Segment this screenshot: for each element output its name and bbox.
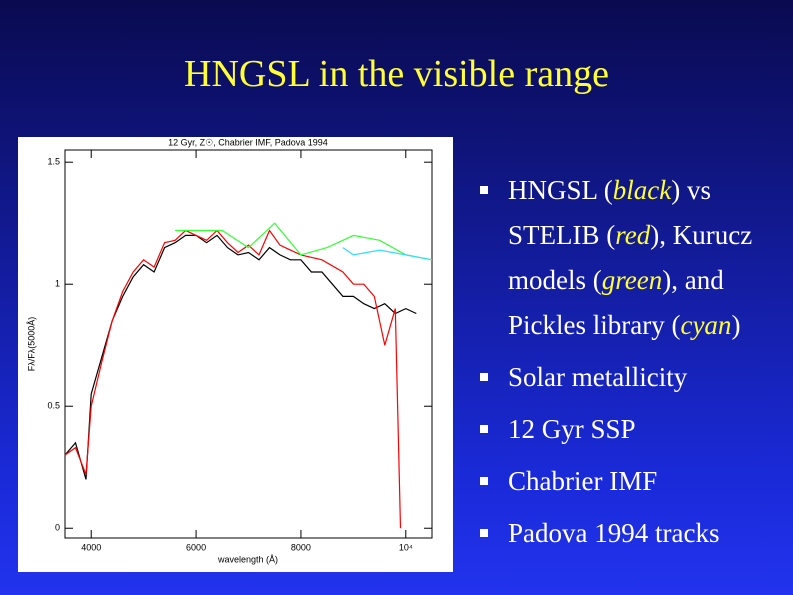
- series-line: [64, 234, 417, 480]
- chart-panel: 12 Gyr, Z☉, Chabrier IMF, Padova 1994 wa…: [18, 137, 453, 572]
- bullet-text: Padova 1994 tracks: [508, 518, 720, 548]
- x-tick-label: 10⁴: [399, 542, 413, 552]
- series-line: [64, 229, 402, 529]
- bullet: HNGSL (black) vs STELIB (red), Kurucz mo…: [478, 168, 778, 348]
- slide-title: HNGSL in the visible range: [184, 53, 609, 95]
- y-axis-label: Fλ/Fλ(5000Å): [26, 317, 36, 372]
- bullet-list: HNGSL (black) vs STELIB (red), Kurucz mo…: [478, 168, 778, 563]
- x-axis-label: wavelength (Å): [217, 554, 278, 564]
- bullet-text: 12 Gyr SSP: [508, 414, 636, 444]
- bullet-text: ), Kurucz models (: [508, 220, 753, 295]
- chart: 12 Gyr, Z☉, Chabrier IMF, Padova 1994 wa…: [26, 137, 433, 564]
- bullet: 12 Gyr SSP: [478, 407, 778, 452]
- highlight-text: cyan: [680, 310, 732, 340]
- bullet: Solar metallicity: [478, 355, 778, 400]
- x-tick-label: 4000: [81, 542, 101, 552]
- bullet-text: ): [731, 310, 741, 340]
- x-tick-label: 8000: [291, 542, 311, 552]
- bullet-text: ) vs STELIB (: [508, 175, 711, 250]
- y-tick-label: 0: [55, 523, 60, 533]
- bullet-text: Solar metallicity: [508, 362, 688, 392]
- bullet-text: HNGSL (: [508, 175, 613, 205]
- bullet-text: Chabrier IMF: [508, 466, 658, 496]
- series-line: [175, 222, 433, 261]
- chart-title: 12 Gyr, Z☉, Chabrier IMF, Padova 1994: [168, 137, 328, 147]
- bullet: Chabrier IMF: [478, 459, 778, 504]
- series-line: [342, 247, 433, 261]
- bullet: Padova 1994 tracks: [478, 511, 778, 556]
- bullet-text: ), and Pickles library (: [508, 265, 724, 340]
- y-tick-label: 1.5: [47, 157, 60, 167]
- y-tick-label: 1: [55, 279, 60, 289]
- highlight-text: red: [615, 220, 651, 250]
- x-tick-label: 6000: [186, 542, 206, 552]
- y-tick-label: 0.5: [47, 401, 60, 411]
- highlight-text: black: [612, 175, 672, 205]
- highlight-text: green: [601, 265, 663, 295]
- plot-frame: [64, 149, 433, 539]
